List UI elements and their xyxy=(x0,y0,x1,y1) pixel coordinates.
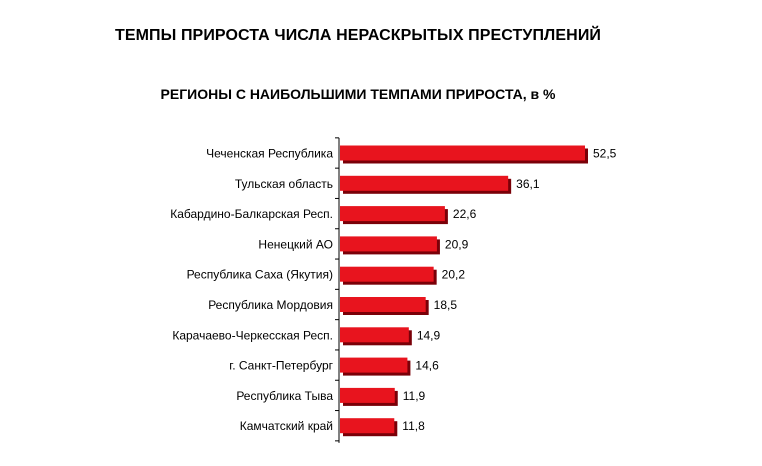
value-label: 11,9 xyxy=(403,389,426,403)
category-label: Тульская область xyxy=(235,177,333,191)
bar xyxy=(340,297,426,312)
value-label: 22,6 xyxy=(453,207,477,221)
value-label: 14,9 xyxy=(417,328,441,342)
value-label: 52,5 xyxy=(593,147,617,161)
value-label: 11,8 xyxy=(402,419,425,433)
bar xyxy=(340,357,408,373)
value-label: 14,6 xyxy=(415,359,439,373)
category-label: Республика Тыва xyxy=(236,389,333,403)
bar xyxy=(340,145,585,161)
bar xyxy=(340,387,395,403)
category-label: Республика Саха (Якутия) xyxy=(187,268,333,282)
category-label: Карачаево-Черкесская Респ. xyxy=(172,328,333,342)
bar xyxy=(340,236,437,252)
category-label: Ненецкий АО xyxy=(258,237,333,251)
category-label: Камчатский край xyxy=(240,419,333,433)
category-label: Кабардино-Балкарская Респ. xyxy=(170,207,333,221)
bar xyxy=(340,327,409,343)
chart-title: ТЕМПЫ ПРИРОСТА ЧИСЛА НЕРАСКРЫТЫХ ПРЕСТУП… xyxy=(114,27,602,44)
value-label: 36,1 xyxy=(516,177,540,191)
bar xyxy=(340,206,445,222)
value-label: 20,2 xyxy=(442,268,466,282)
bar xyxy=(340,175,509,191)
bar xyxy=(340,418,395,434)
chart-subtitle: РЕГИОНЫ С НАИБОЛЬШИМИ ТЕМПАМИ ПРИРОСТА, … xyxy=(160,86,556,102)
category-label: Чеченская Республика xyxy=(206,147,333,161)
bar xyxy=(340,266,434,282)
value-label: 18,5 xyxy=(434,298,458,312)
category-label: Республика Мордовия xyxy=(208,298,333,312)
value-label: 20,9 xyxy=(445,237,469,251)
category-label: г. Санкт-Петербург xyxy=(229,359,333,373)
